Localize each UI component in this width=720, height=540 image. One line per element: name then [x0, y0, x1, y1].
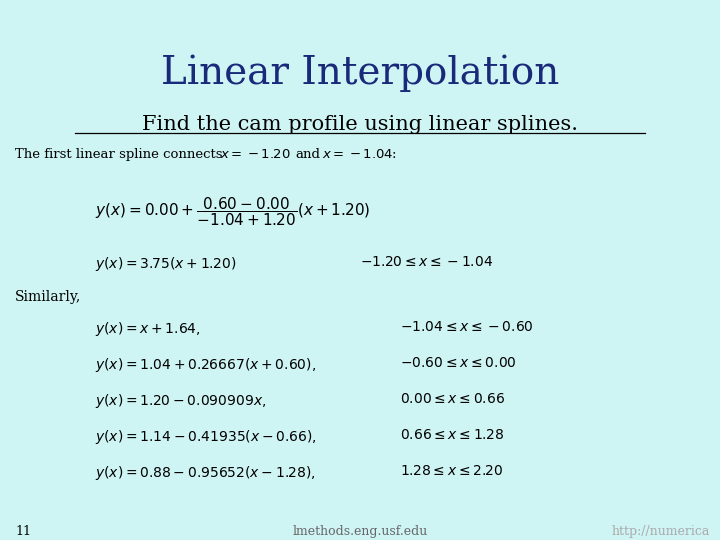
- Text: $0.00 \leq x \leq 0.66$: $0.00 \leq x \leq 0.66$: [400, 392, 505, 406]
- Text: 11: 11: [15, 525, 31, 538]
- Text: $y(x) = 1.04 + 0.26667(x + 0.60),$: $y(x) = 1.04 + 0.26667(x + 0.60),$: [95, 356, 316, 374]
- Text: lmethods.eng.usf.edu: lmethods.eng.usf.edu: [292, 525, 428, 538]
- Text: $-1.20 \leq x \leq -1.04$: $-1.20 \leq x \leq -1.04$: [360, 255, 493, 269]
- Text: $x = -1.04$: $x = -1.04$: [322, 148, 393, 161]
- Text: Linear Interpolation: Linear Interpolation: [161, 55, 559, 92]
- Text: $x = -1.20$: $x = -1.20$: [220, 148, 291, 161]
- Text: $-1.04 \leq x \leq -0.60$: $-1.04 \leq x \leq -0.60$: [400, 320, 534, 334]
- Text: Find the cam profile using linear splines.: Find the cam profile using linear spline…: [142, 115, 578, 134]
- Text: :: :: [392, 148, 397, 161]
- Text: and: and: [295, 148, 320, 161]
- Text: $-0.60 \leq x \leq 0.00$: $-0.60 \leq x \leq 0.00$: [400, 356, 517, 370]
- Text: $y(x) = 1.14 - 0.41935(x - 0.66),$: $y(x) = 1.14 - 0.41935(x - 0.66),$: [95, 428, 317, 446]
- Text: $y(x) = 3.75(x + 1.20)$: $y(x) = 3.75(x + 1.20)$: [95, 255, 236, 273]
- Text: Similarly,: Similarly,: [15, 290, 81, 304]
- Text: $y(x) = 0.88 - 0.95652(x - 1.28),$: $y(x) = 0.88 - 0.95652(x - 1.28),$: [95, 464, 316, 482]
- Text: $y(x) = x + 1.64,$: $y(x) = x + 1.64,$: [95, 320, 201, 338]
- Text: $0.66 \leq x \leq 1.28$: $0.66 \leq x \leq 1.28$: [400, 428, 505, 442]
- Text: $y(x) = 0.00 + \dfrac{0.60 - 0.00}{-1.04 + 1.20}(x + 1.20)$: $y(x) = 0.00 + \dfrac{0.60 - 0.00}{-1.04…: [95, 195, 371, 228]
- Text: The first linear spline connects: The first linear spline connects: [15, 148, 222, 161]
- Text: $y(x) = 1.20 - 0.090909x,$: $y(x) = 1.20 - 0.090909x,$: [95, 392, 266, 410]
- Text: $1.28 \leq x \leq 2.20$: $1.28 \leq x \leq 2.20$: [400, 464, 503, 478]
- Text: http://numerica: http://numerica: [611, 525, 710, 538]
